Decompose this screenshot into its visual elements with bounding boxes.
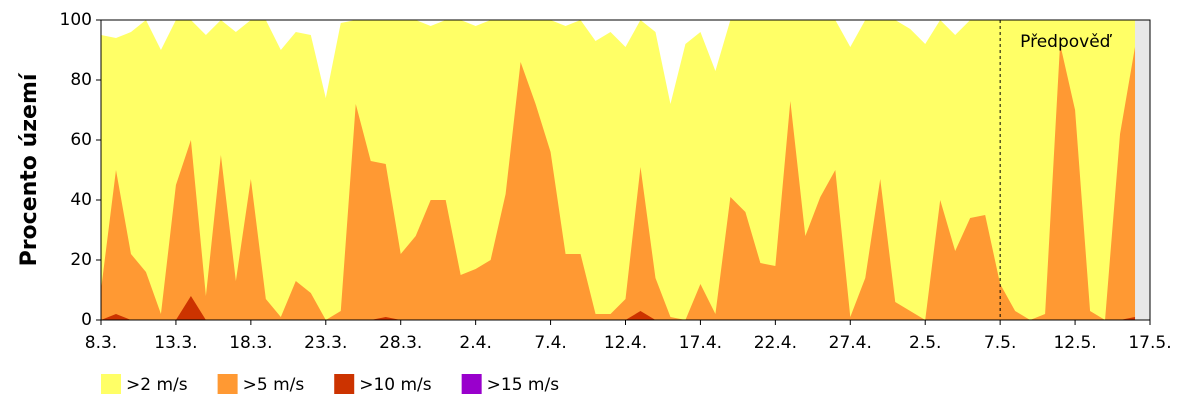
x-tick-label: 7.5. <box>984 333 1016 353</box>
x-tick-label: 23.3. <box>304 333 347 353</box>
y-tick-label: 60 <box>70 130 92 150</box>
legend-label: >10 m/s <box>359 375 432 395</box>
legend-label: >5 m/s <box>243 375 305 395</box>
legend-swatch <box>461 374 482 394</box>
no-data-region <box>1135 20 1150 320</box>
legend-swatch <box>101 374 121 394</box>
x-tick-label: 12.5. <box>1053 333 1096 353</box>
x-tick-label: 17.4. <box>679 333 722 353</box>
y-axis-label: Procento území <box>17 72 42 266</box>
x-tick-label: 18.3. <box>229 333 272 353</box>
x-tick-label: 8.3. <box>85 333 117 353</box>
y-tick-label: 80 <box>70 70 92 90</box>
annotation: Předpověď <box>1020 32 1113 52</box>
area <box>101 44 1136 320</box>
y-tick-label: 100 <box>60 10 92 30</box>
x-tick-label: 12.4. <box>604 333 647 353</box>
x-tick-label: 2.4. <box>459 333 491 353</box>
x-tick-label: 22.4. <box>754 333 797 353</box>
y-tick-label: 20 <box>70 250 92 270</box>
x-tick-label: 2.5. <box>909 333 941 353</box>
y-tick-label: 0 <box>81 310 92 330</box>
legend-label: >2 m/s <box>126 375 188 395</box>
y-tick-label: 40 <box>70 190 92 210</box>
x-tick-label: 17.5. <box>1128 333 1171 353</box>
legend-swatch <box>217 374 238 394</box>
x-tick-label: 13.3. <box>154 333 197 353</box>
x-tick-label: 27.4. <box>829 333 872 353</box>
x-tick-label: 28.3. <box>379 333 422 353</box>
legend-label: >15 m/s <box>487 375 560 395</box>
x-tick-label: 7.4. <box>534 333 566 353</box>
legend-swatch <box>334 374 355 394</box>
